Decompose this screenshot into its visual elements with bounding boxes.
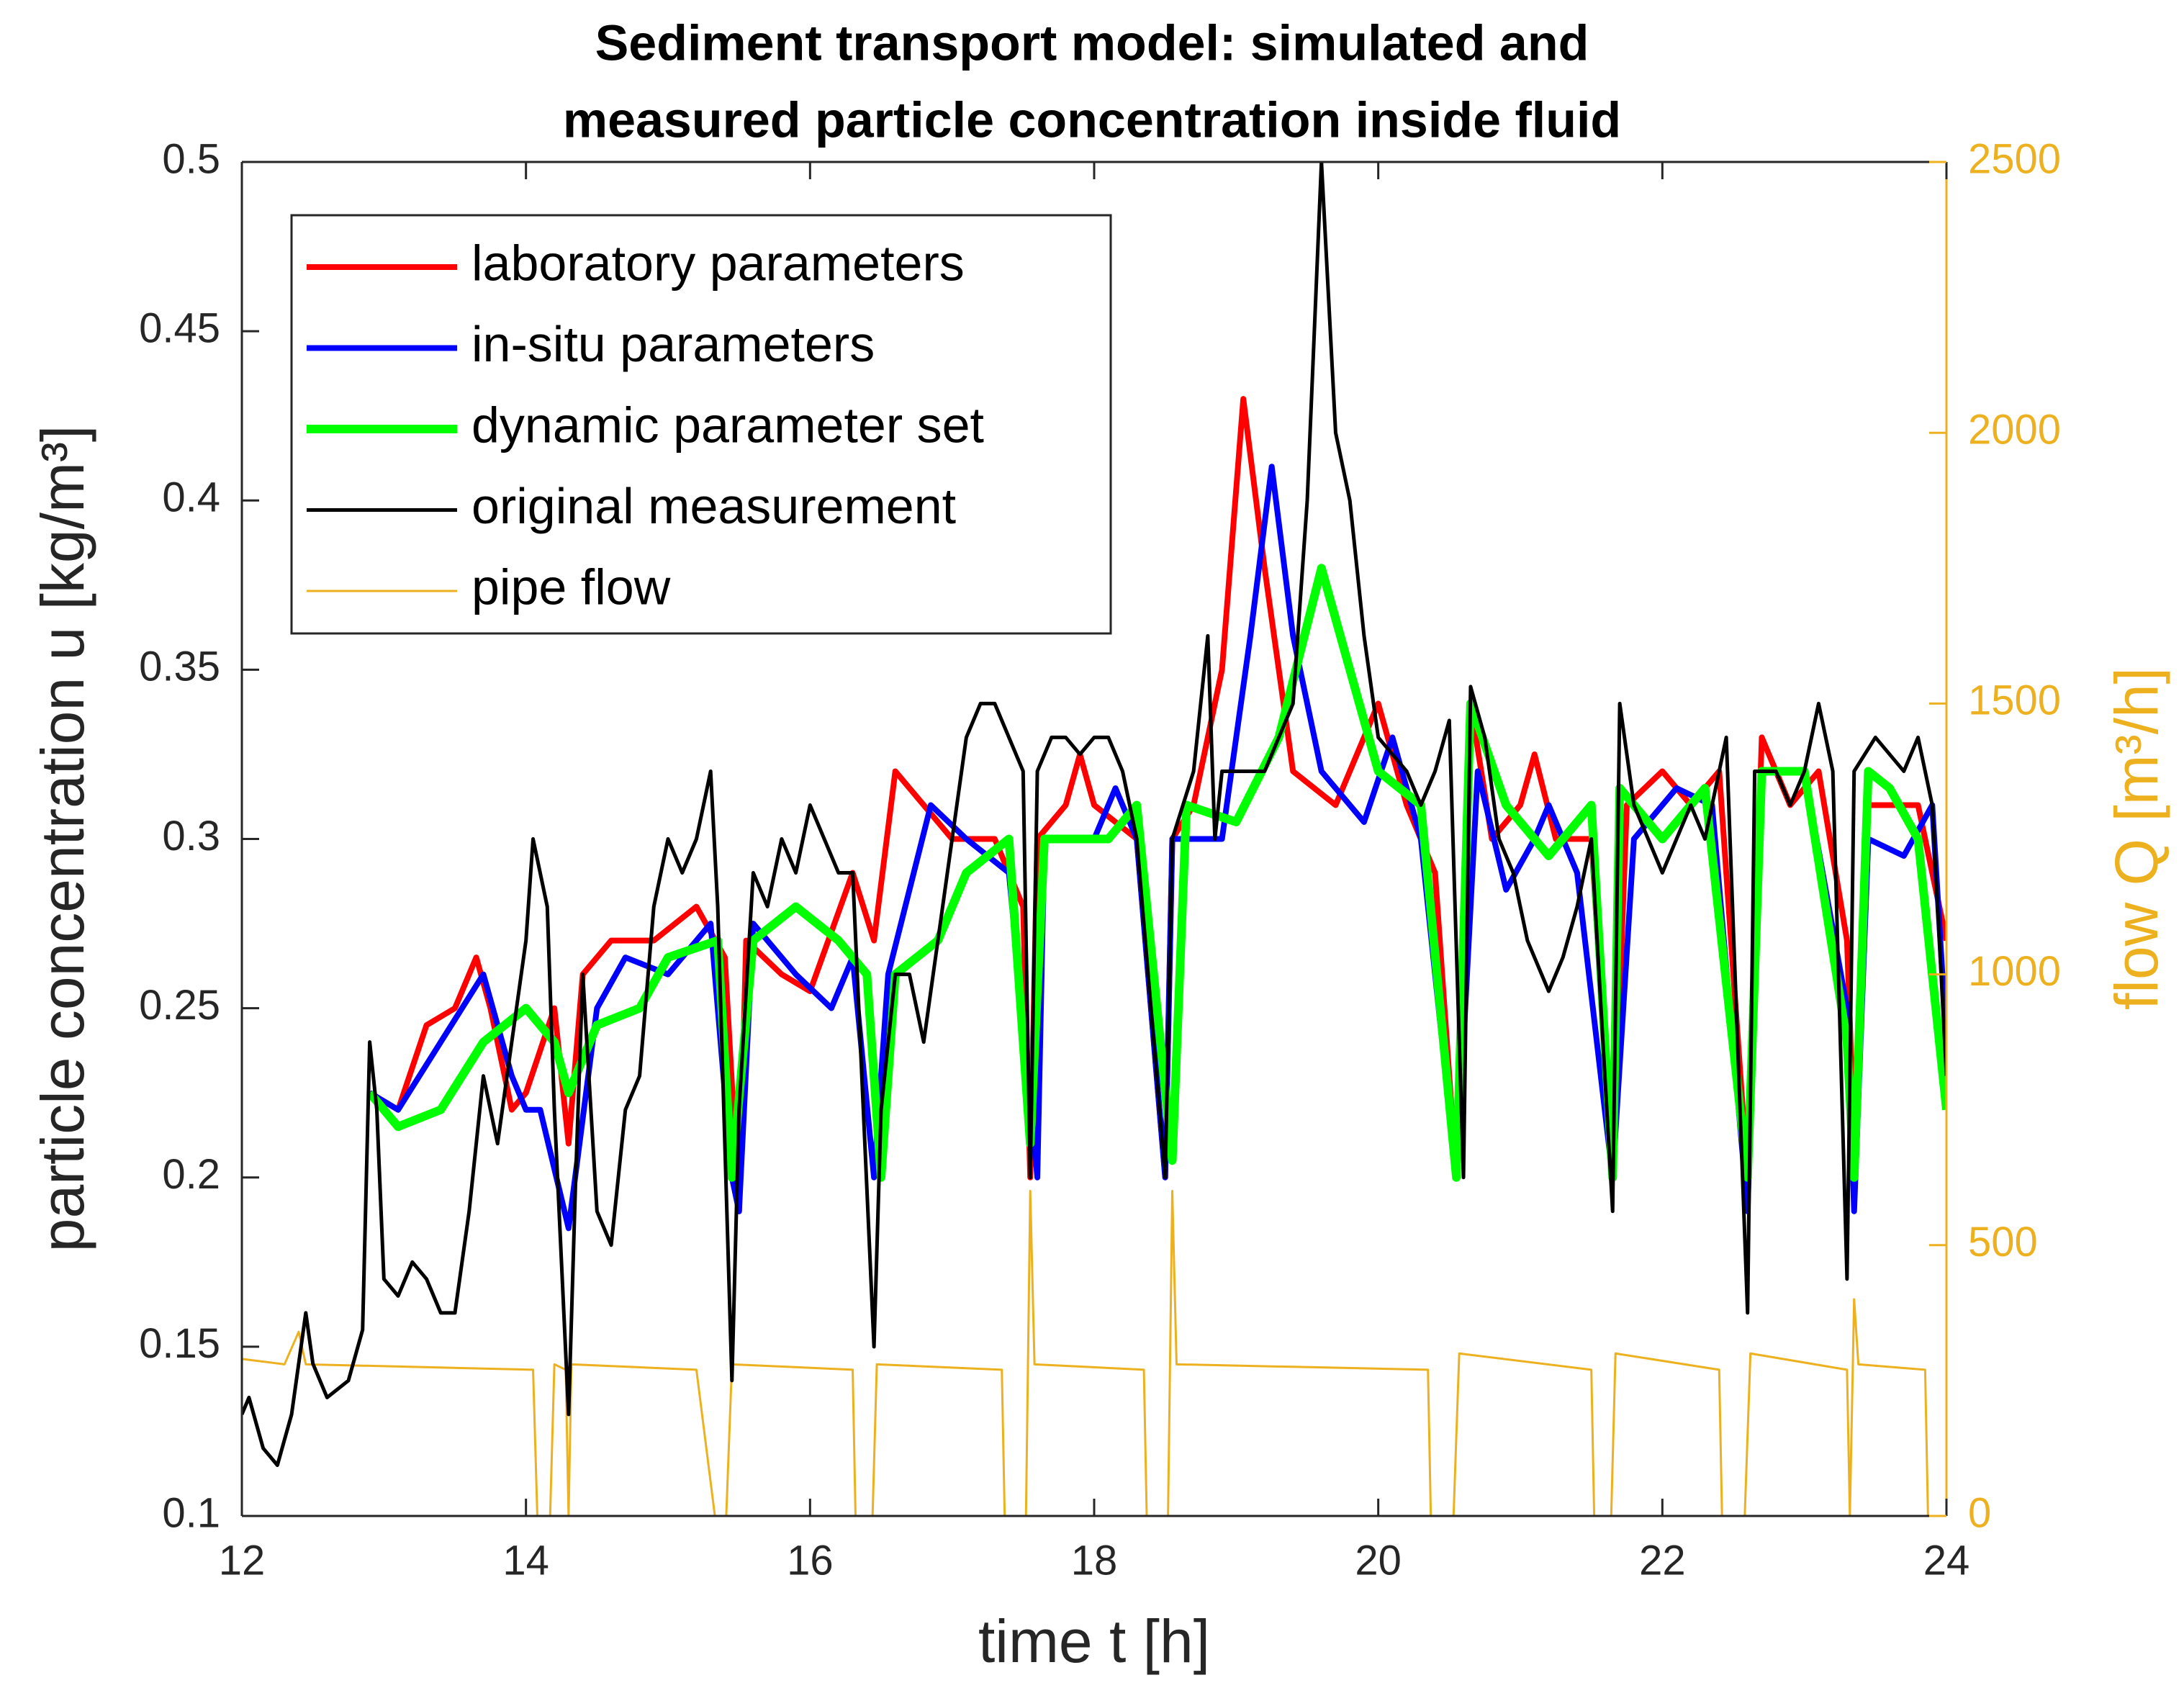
y2-tick-label: 2500 <box>1968 135 2061 182</box>
y2-tick-label: 0 <box>1968 1489 1991 1536</box>
x-axis-label: time t [h] <box>978 1607 1210 1675</box>
x-tick-label: 24 <box>1923 1537 1970 1584</box>
x-tick-label: 18 <box>1071 1537 1118 1584</box>
y-axis-label: particle concentration u [kg/m³] <box>29 425 96 1253</box>
y2-tick-label: 1000 <box>1968 948 2061 995</box>
legend-label: dynamic parameter set <box>471 397 984 453</box>
chart-title: measured particle concentration inside f… <box>563 91 1621 148</box>
x-tick-label: 22 <box>1639 1537 1686 1584</box>
y2-axis-label: flow Q [m³/h] <box>2103 667 2170 1010</box>
y-tick-label: 0.45 <box>139 304 220 351</box>
y-tick-label: 0.35 <box>139 644 220 690</box>
y-tick-label: 0.2 <box>162 1151 220 1198</box>
y2-tick-label: 2000 <box>1968 407 2061 453</box>
legend-label: laboratory parameters <box>471 235 965 291</box>
series-line <box>366 564 1946 1182</box>
x-tick-label: 14 <box>502 1537 549 1584</box>
y-tick-label: 0.4 <box>162 474 220 521</box>
legend-label: original measurement <box>471 478 956 534</box>
series-line <box>242 1190 1946 1516</box>
x-tick-label: 12 <box>219 1537 266 1584</box>
y-tick-label: 0.15 <box>139 1320 220 1367</box>
y-tick-label: 0.25 <box>139 982 220 1029</box>
x-tick-label: 20 <box>1355 1537 1402 1584</box>
y2-tick-label: 1500 <box>1968 677 2061 724</box>
legend-label: in-situ parameters <box>471 316 875 372</box>
x-tick-label: 16 <box>787 1537 834 1584</box>
chart-title: Sediment transport model: simulated and <box>595 14 1589 71</box>
series-line <box>242 162 1946 1467</box>
legend-label: pipe flow <box>471 559 671 615</box>
y2-tick-label: 500 <box>1968 1219 2038 1265</box>
y-tick-label: 0.1 <box>162 1489 220 1536</box>
y-tick-label: 0.5 <box>162 135 220 182</box>
y-tick-label: 0.3 <box>162 813 220 859</box>
legend-box <box>290 214 1112 635</box>
